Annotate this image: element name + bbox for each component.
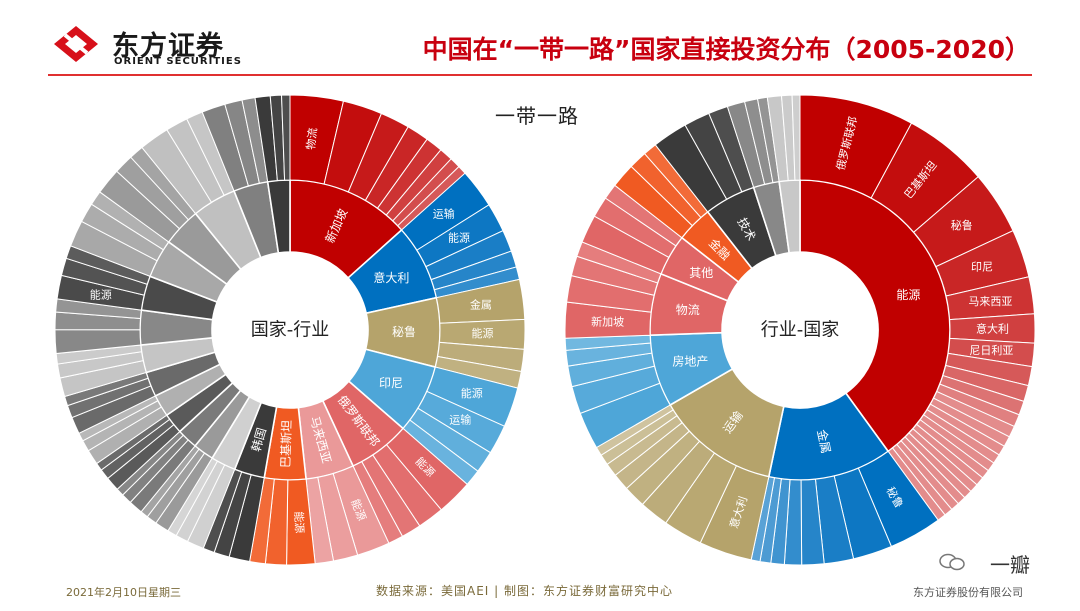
outer-label: 物流 (303, 127, 319, 150)
outer-label: 能源 (90, 287, 112, 301)
outer-label: 运输 (449, 412, 471, 426)
watermark: 一瓣 (990, 549, 1030, 578)
industry-country-sunburst: 俄罗斯联邦巴基斯坦秘鲁印尼马来西亚意大利尼日利亚能源秘鲁金属意大利运输房地产新加… (564, 94, 1036, 566)
center-hole (722, 252, 878, 408)
outer-label: 尼日利亚 (969, 344, 1013, 357)
outer-segment (281, 94, 291, 181)
title-divider (48, 74, 1032, 76)
outer-label: 能源 (292, 511, 307, 534)
page-title: 中国在“一带一路”国家直接投资分布（2005-2020） (422, 35, 1030, 64)
center-label: 国家-行业 (251, 320, 330, 341)
wechat-icon (939, 553, 965, 571)
logo-cn-text: 东方证券 (112, 31, 224, 62)
outer-label: 金属 (470, 297, 492, 311)
inner-label: 房地产 (672, 353, 708, 368)
outer-label: 意大利 (976, 321, 1009, 335)
outer-label: 马来西亚 (968, 295, 1012, 308)
outer-label: 运输 (433, 207, 455, 221)
footer-source: 数据来源：美国AEI | 制图：东方证券财富研究中心 (376, 584, 674, 598)
outer-label: 能源 (461, 386, 483, 400)
inner-label: 物流 (676, 303, 700, 317)
inner-label: 意大利 (373, 270, 409, 285)
outer-label: 能源 (471, 326, 493, 340)
inner-label: 秘鲁 (392, 325, 416, 339)
watermark-text: 一瓣 (990, 553, 1030, 577)
outer-label: 印尼 (971, 261, 993, 274)
logo-en-text: ORIENT SECURITIES (114, 56, 242, 67)
center-hole (212, 252, 368, 408)
chart-subtitle: 一带一路 (495, 104, 579, 128)
inner-label: 韩国 (248, 426, 269, 453)
outer-label: 新加坡 (591, 314, 624, 328)
outer-label: 能源 (448, 230, 470, 244)
inner-label: 巴基斯坦 (278, 420, 294, 468)
inner-label: 印尼 (379, 376, 403, 390)
footer-date: 2021年2月10日星期三 (66, 586, 181, 599)
company-logo: 东方证券 ORIENT SECURITIES (52, 22, 262, 70)
orient-diamond-icon (54, 26, 98, 62)
outer-label: 秘鲁 (951, 218, 973, 232)
inner-label: 金属 (814, 428, 834, 455)
footer-company: 东方证券股份有限公司 (913, 586, 1023, 599)
center-label: 行业-国家 (761, 320, 840, 341)
outer-segment (791, 94, 801, 181)
inner-label: 能源 (896, 288, 920, 302)
inner-label: 其他 (689, 266, 713, 280)
